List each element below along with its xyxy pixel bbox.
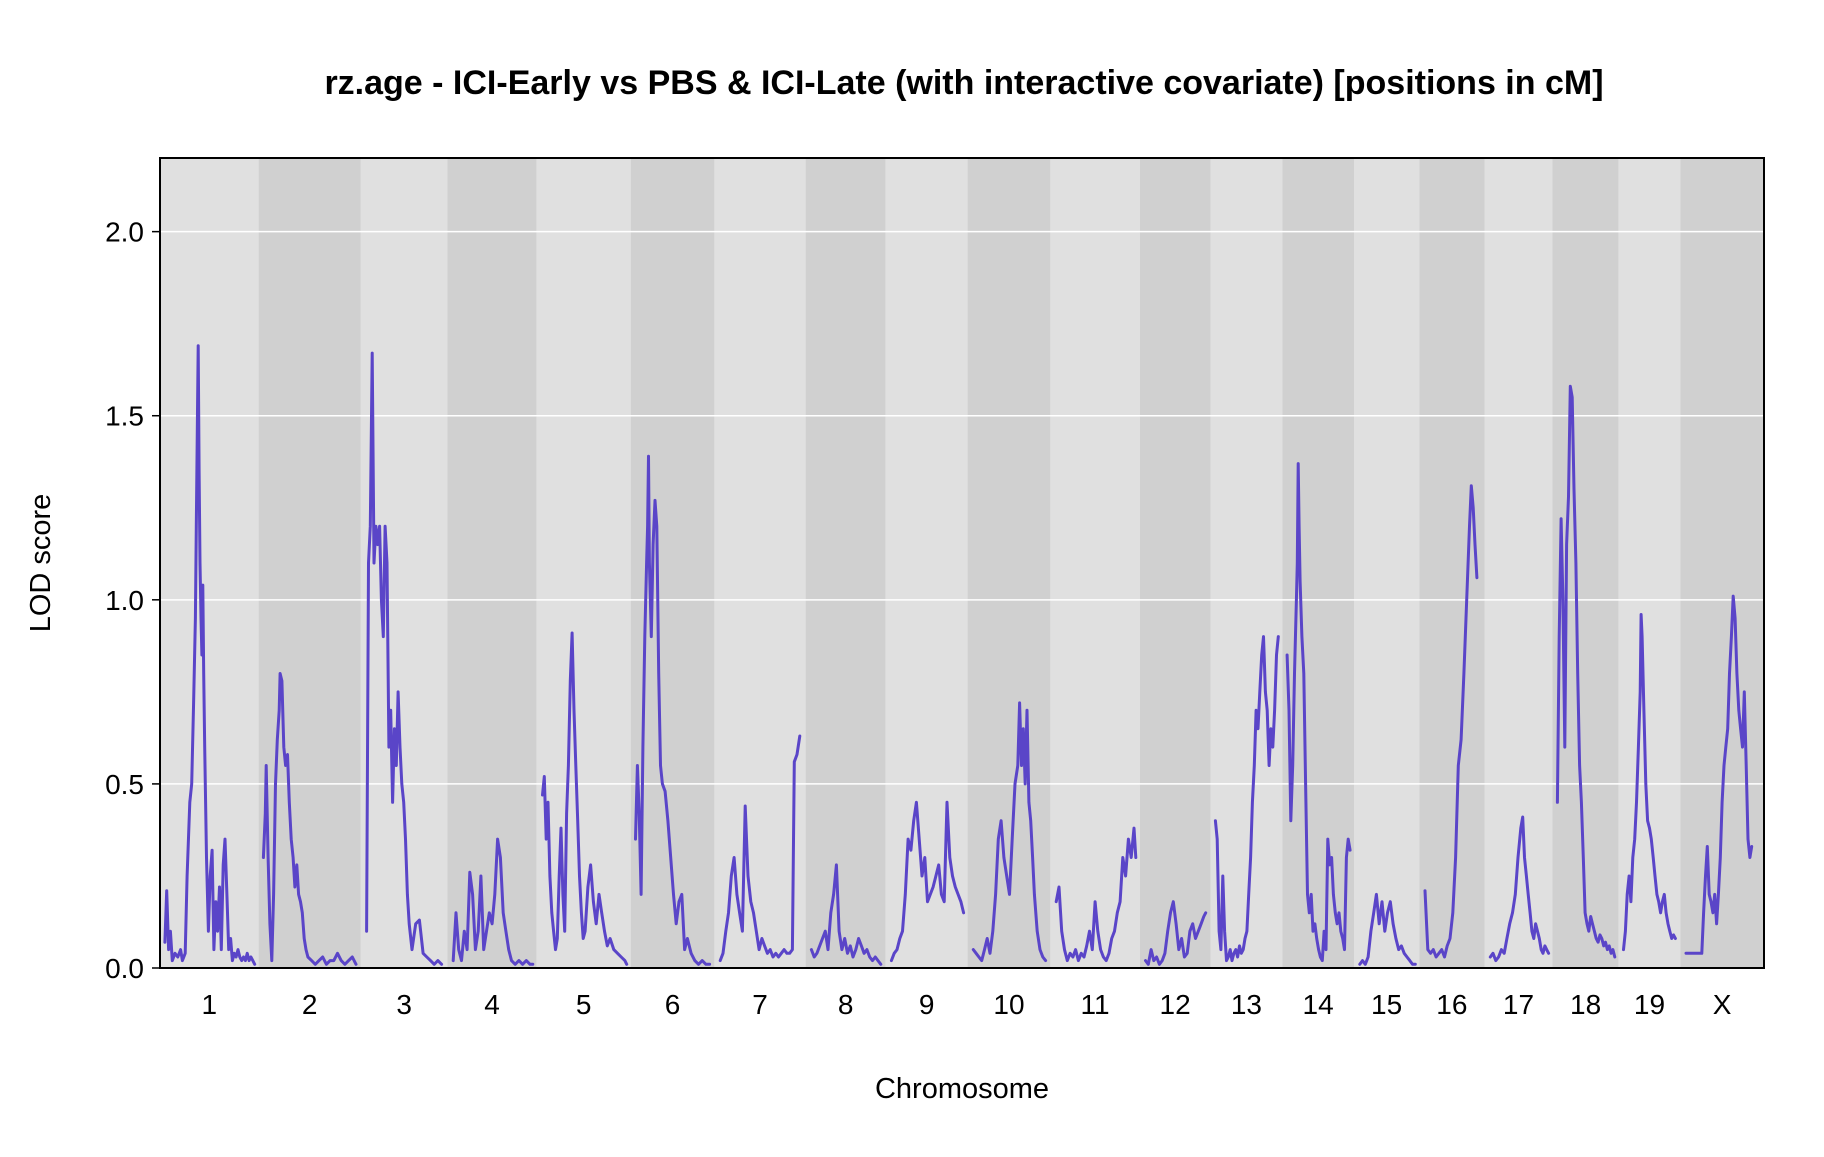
chromosome-band-19 bbox=[1618, 158, 1681, 968]
lod-curve-chr-17 bbox=[1488, 815, 1551, 963]
lod-curve-chr-2 bbox=[261, 672, 358, 966]
y-axis-ticks: 0.0 0.5 1.0 1.5 2.0 bbox=[105, 217, 160, 984]
y-tick-label: 1.5 bbox=[105, 401, 144, 432]
x-tick-label: 9 bbox=[919, 989, 935, 1020]
y-axis-label: LOD score bbox=[25, 494, 57, 633]
lod-curve-chr-5 bbox=[541, 631, 629, 966]
chromosome-band-9 bbox=[885, 158, 968, 968]
chromosome-band-4 bbox=[447, 158, 537, 968]
y-tick-label: 0.0 bbox=[105, 953, 144, 984]
chromosome-band-16 bbox=[1419, 158, 1485, 968]
chromosome-band-13 bbox=[1210, 158, 1283, 968]
chromosome-band-1 bbox=[160, 158, 259, 968]
lod-curve-chr-9 bbox=[889, 800, 966, 963]
lod-curve-chr-19 bbox=[1622, 613, 1677, 952]
x-tick-label: 5 bbox=[576, 989, 592, 1020]
lod-curve-chr-6 bbox=[634, 454, 712, 966]
x-tick-label: 19 bbox=[1634, 989, 1665, 1020]
chromosome-band-12 bbox=[1139, 158, 1211, 968]
lod-curve-chr-11 bbox=[1054, 826, 1138, 963]
lod-curve-chr-14 bbox=[1285, 462, 1352, 963]
chromosome-band-8 bbox=[805, 158, 886, 968]
chart-title: rz.age - ICI-Early vs PBS & ICI-Late (wi… bbox=[324, 64, 1603, 102]
chromosome-band-6 bbox=[630, 158, 715, 968]
chromosome-band-11 bbox=[1050, 158, 1140, 968]
chromosome-band-7 bbox=[714, 158, 806, 968]
x-tick-label: 16 bbox=[1436, 989, 1467, 1020]
lod-curve-chr-16 bbox=[1423, 484, 1479, 959]
lod-curve-chr-8 bbox=[809, 863, 883, 966]
y-tick-label: 1.0 bbox=[105, 585, 144, 616]
lod-curve-chr-1 bbox=[163, 344, 257, 966]
x-tick-label: 7 bbox=[752, 989, 768, 1020]
x-tick-label: 3 bbox=[396, 989, 412, 1020]
x-tick-label: 12 bbox=[1160, 989, 1191, 1020]
x-axis-label: Chromosome bbox=[875, 1073, 1049, 1105]
x-tick-label: X bbox=[1713, 989, 1732, 1020]
lod-curve-chr-4 bbox=[451, 837, 535, 966]
lod-curve-chr-7 bbox=[718, 734, 802, 963]
x-tick-label: 11 bbox=[1081, 989, 1110, 1020]
x-tick-label: 14 bbox=[1303, 989, 1334, 1020]
lod-curve-chr-18 bbox=[1555, 384, 1617, 959]
chromosome-band-14 bbox=[1282, 158, 1354, 968]
y-gridlines bbox=[160, 230, 1764, 785]
lod-curve-chr-15 bbox=[1358, 892, 1417, 966]
lod-curve-chr-X bbox=[1684, 594, 1754, 955]
lod-curve-chr-3 bbox=[365, 351, 444, 966]
x-tick-label: 18 bbox=[1570, 989, 1601, 1020]
x-tick-label: 10 bbox=[993, 989, 1024, 1020]
x-tick-label: 1 bbox=[201, 989, 217, 1020]
x-tick-label: 2 bbox=[302, 989, 318, 1020]
lod-curve-chr-10 bbox=[971, 701, 1048, 963]
chromosome-bands bbox=[160, 158, 1764, 968]
chromosome-band-15 bbox=[1353, 158, 1420, 968]
chromosome-band-5 bbox=[536, 158, 631, 968]
x-tick-label: 4 bbox=[484, 989, 500, 1020]
plot-frame bbox=[159, 157, 1765, 969]
chromosome-band-10 bbox=[967, 158, 1051, 968]
x-tick-label: 17 bbox=[1503, 989, 1534, 1020]
x-tick-label: 15 bbox=[1371, 989, 1402, 1020]
chromosome-band-17 bbox=[1484, 158, 1553, 968]
lod-curves bbox=[163, 344, 1754, 966]
lod-curve-chr-12 bbox=[1144, 900, 1208, 966]
y-tick-label: 2.0 bbox=[105, 217, 144, 248]
x-tick-label: 6 bbox=[665, 989, 681, 1020]
x-tick-label: 13 bbox=[1231, 989, 1262, 1020]
x-tick-label: 8 bbox=[838, 989, 854, 1020]
y-tick-label: 0.5 bbox=[105, 769, 144, 800]
lod-curve-chr-13 bbox=[1213, 635, 1280, 963]
x-axis-ticks: 1 2 3 4 5 6 7 8 9 10 11 12 13 14 15 16 17 18 19 X bbox=[201, 989, 1731, 1020]
